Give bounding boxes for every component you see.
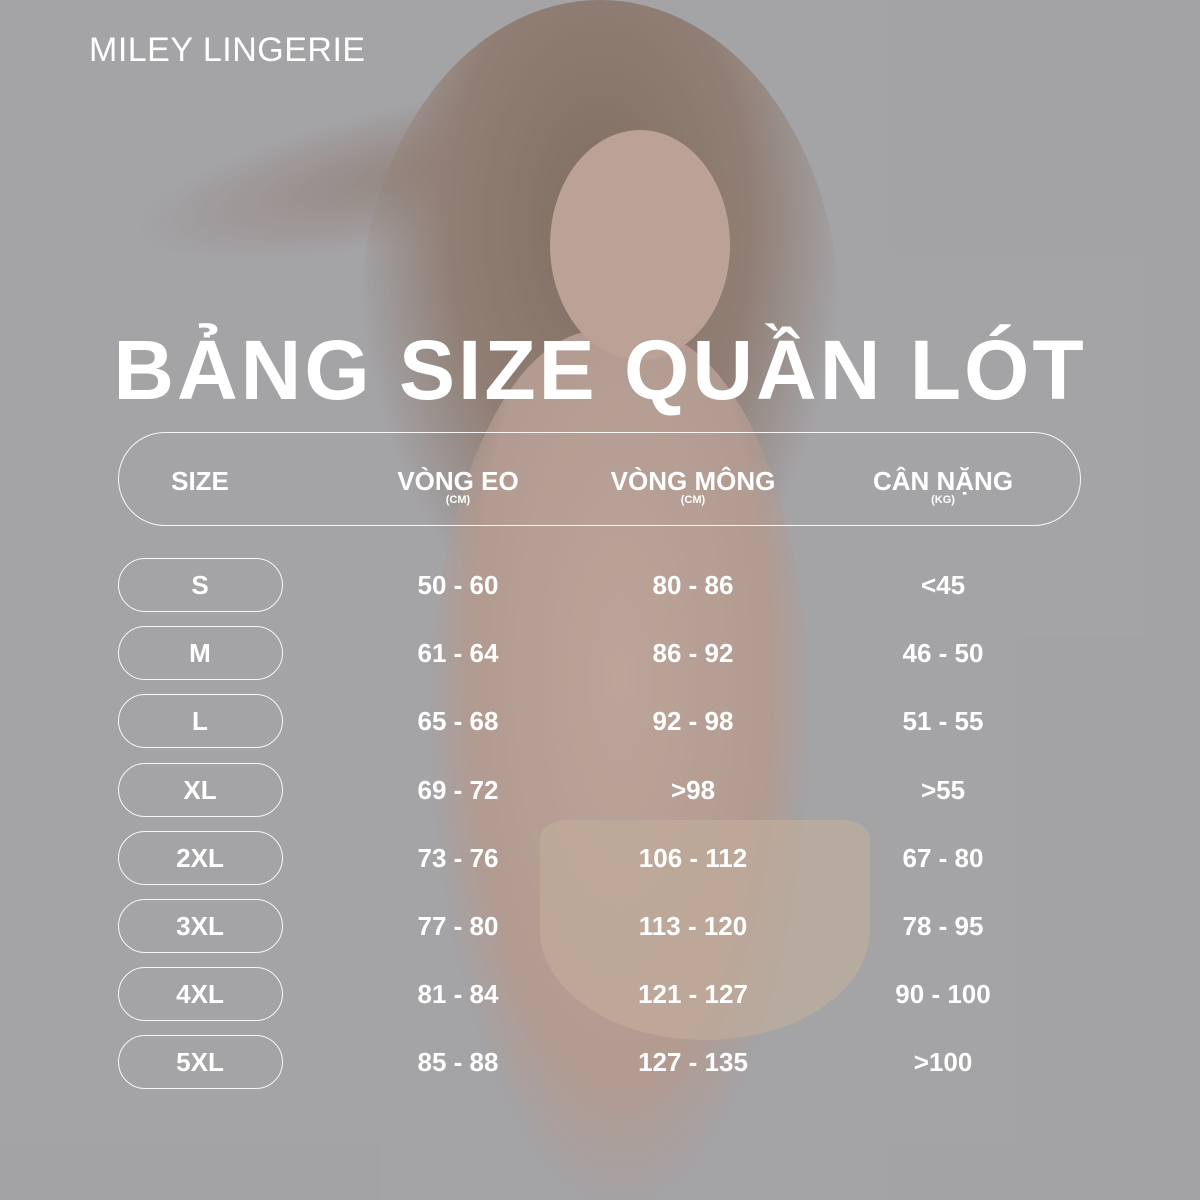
size-cell: 5XL [176,1047,224,1078]
hip-cell: 121 - 127 [638,979,748,1010]
weight-cell: <45 [920,570,966,600]
size-pill [118,899,283,953]
weight-cell: 46 - 50 [902,638,984,669]
weight-cell: 78 - 95 [902,911,984,941]
brand-logo: MILEY LINGERIE [89,31,366,69]
table-row: 2XL 73 - 76 106 - 112 67 - 80 [0,830,1200,885]
hip-cell: 92 - 98 [652,706,734,737]
size-cell: 3XL [176,911,224,941]
waist-cell: 77 - 80 [417,911,499,941]
waist-cell: 61 - 64 [417,638,499,669]
size-cell: M [189,638,211,669]
weight-cell: >55 [920,774,966,805]
header-size: SIZE [171,466,229,496]
table-header [118,432,1081,526]
size-pill [118,1035,283,1090]
table-row: L 65 - 68 92 - 98 51 - 55 [0,694,1200,749]
size-pill [118,626,283,681]
waist-cell: 81 - 84 [417,979,499,1010]
size-pill [118,830,283,885]
header-hip: VÒNG MÔNG (CM) [610,466,776,506]
hip-cell: 106 - 112 [638,842,748,873]
table-row: S 50 - 60 80 - 86 <45 [0,558,1200,612]
table-row: 5XL 85 - 88 127 - 135 >100 [0,1035,1200,1090]
weight-cell: 90 - 100 [895,979,991,1010]
size-pill [118,694,283,749]
model-face [550,130,730,360]
size-cell: 2XL [176,842,224,873]
hip-cell: 113 - 120 [638,911,748,941]
size-cell: 4XL [176,979,224,1010]
table-row: 4XL 81 - 84 121 - 127 90 - 100 [0,967,1200,1022]
size-pill [118,558,283,612]
hip-cell: >98 [670,774,716,805]
waist-cell: 50 - 60 [417,570,499,600]
page-title: BẢNG SIZE QUẦN LÓT [113,323,1087,417]
size-cell: L [192,706,208,737]
table-row: XL 69 - 72 >98 >55 [0,762,1200,817]
waist-cell: 85 - 88 [417,1047,499,1078]
hip-cell: 80 - 86 [652,570,734,600]
size-cell: S [191,570,209,600]
hip-cell: 86 - 92 [652,638,734,669]
model-body [430,330,810,1200]
size-cell: XL [183,774,217,805]
weight-cell: 51 - 55 [902,706,984,737]
waist-cell: 69 - 72 [417,774,499,805]
table-row: 3XL 77 - 80 113 - 120 78 - 95 [0,899,1200,953]
header-weight: CÂN NẶNG (KG) [872,466,1014,506]
lingerie-brief [540,820,870,1040]
hip-cell: 127 - 135 [638,1047,748,1078]
table-row: M 61 - 64 86 - 92 46 - 50 [0,626,1200,681]
size-pill [118,762,283,817]
waist-cell: 65 - 68 [417,706,499,737]
header-waist: VÒNG EO (CM) [397,466,519,506]
weight-cell: >100 [913,1047,973,1078]
weight-cell: 67 - 80 [902,842,984,873]
waist-cell: 73 - 76 [417,842,499,873]
size-pill [118,967,283,1022]
